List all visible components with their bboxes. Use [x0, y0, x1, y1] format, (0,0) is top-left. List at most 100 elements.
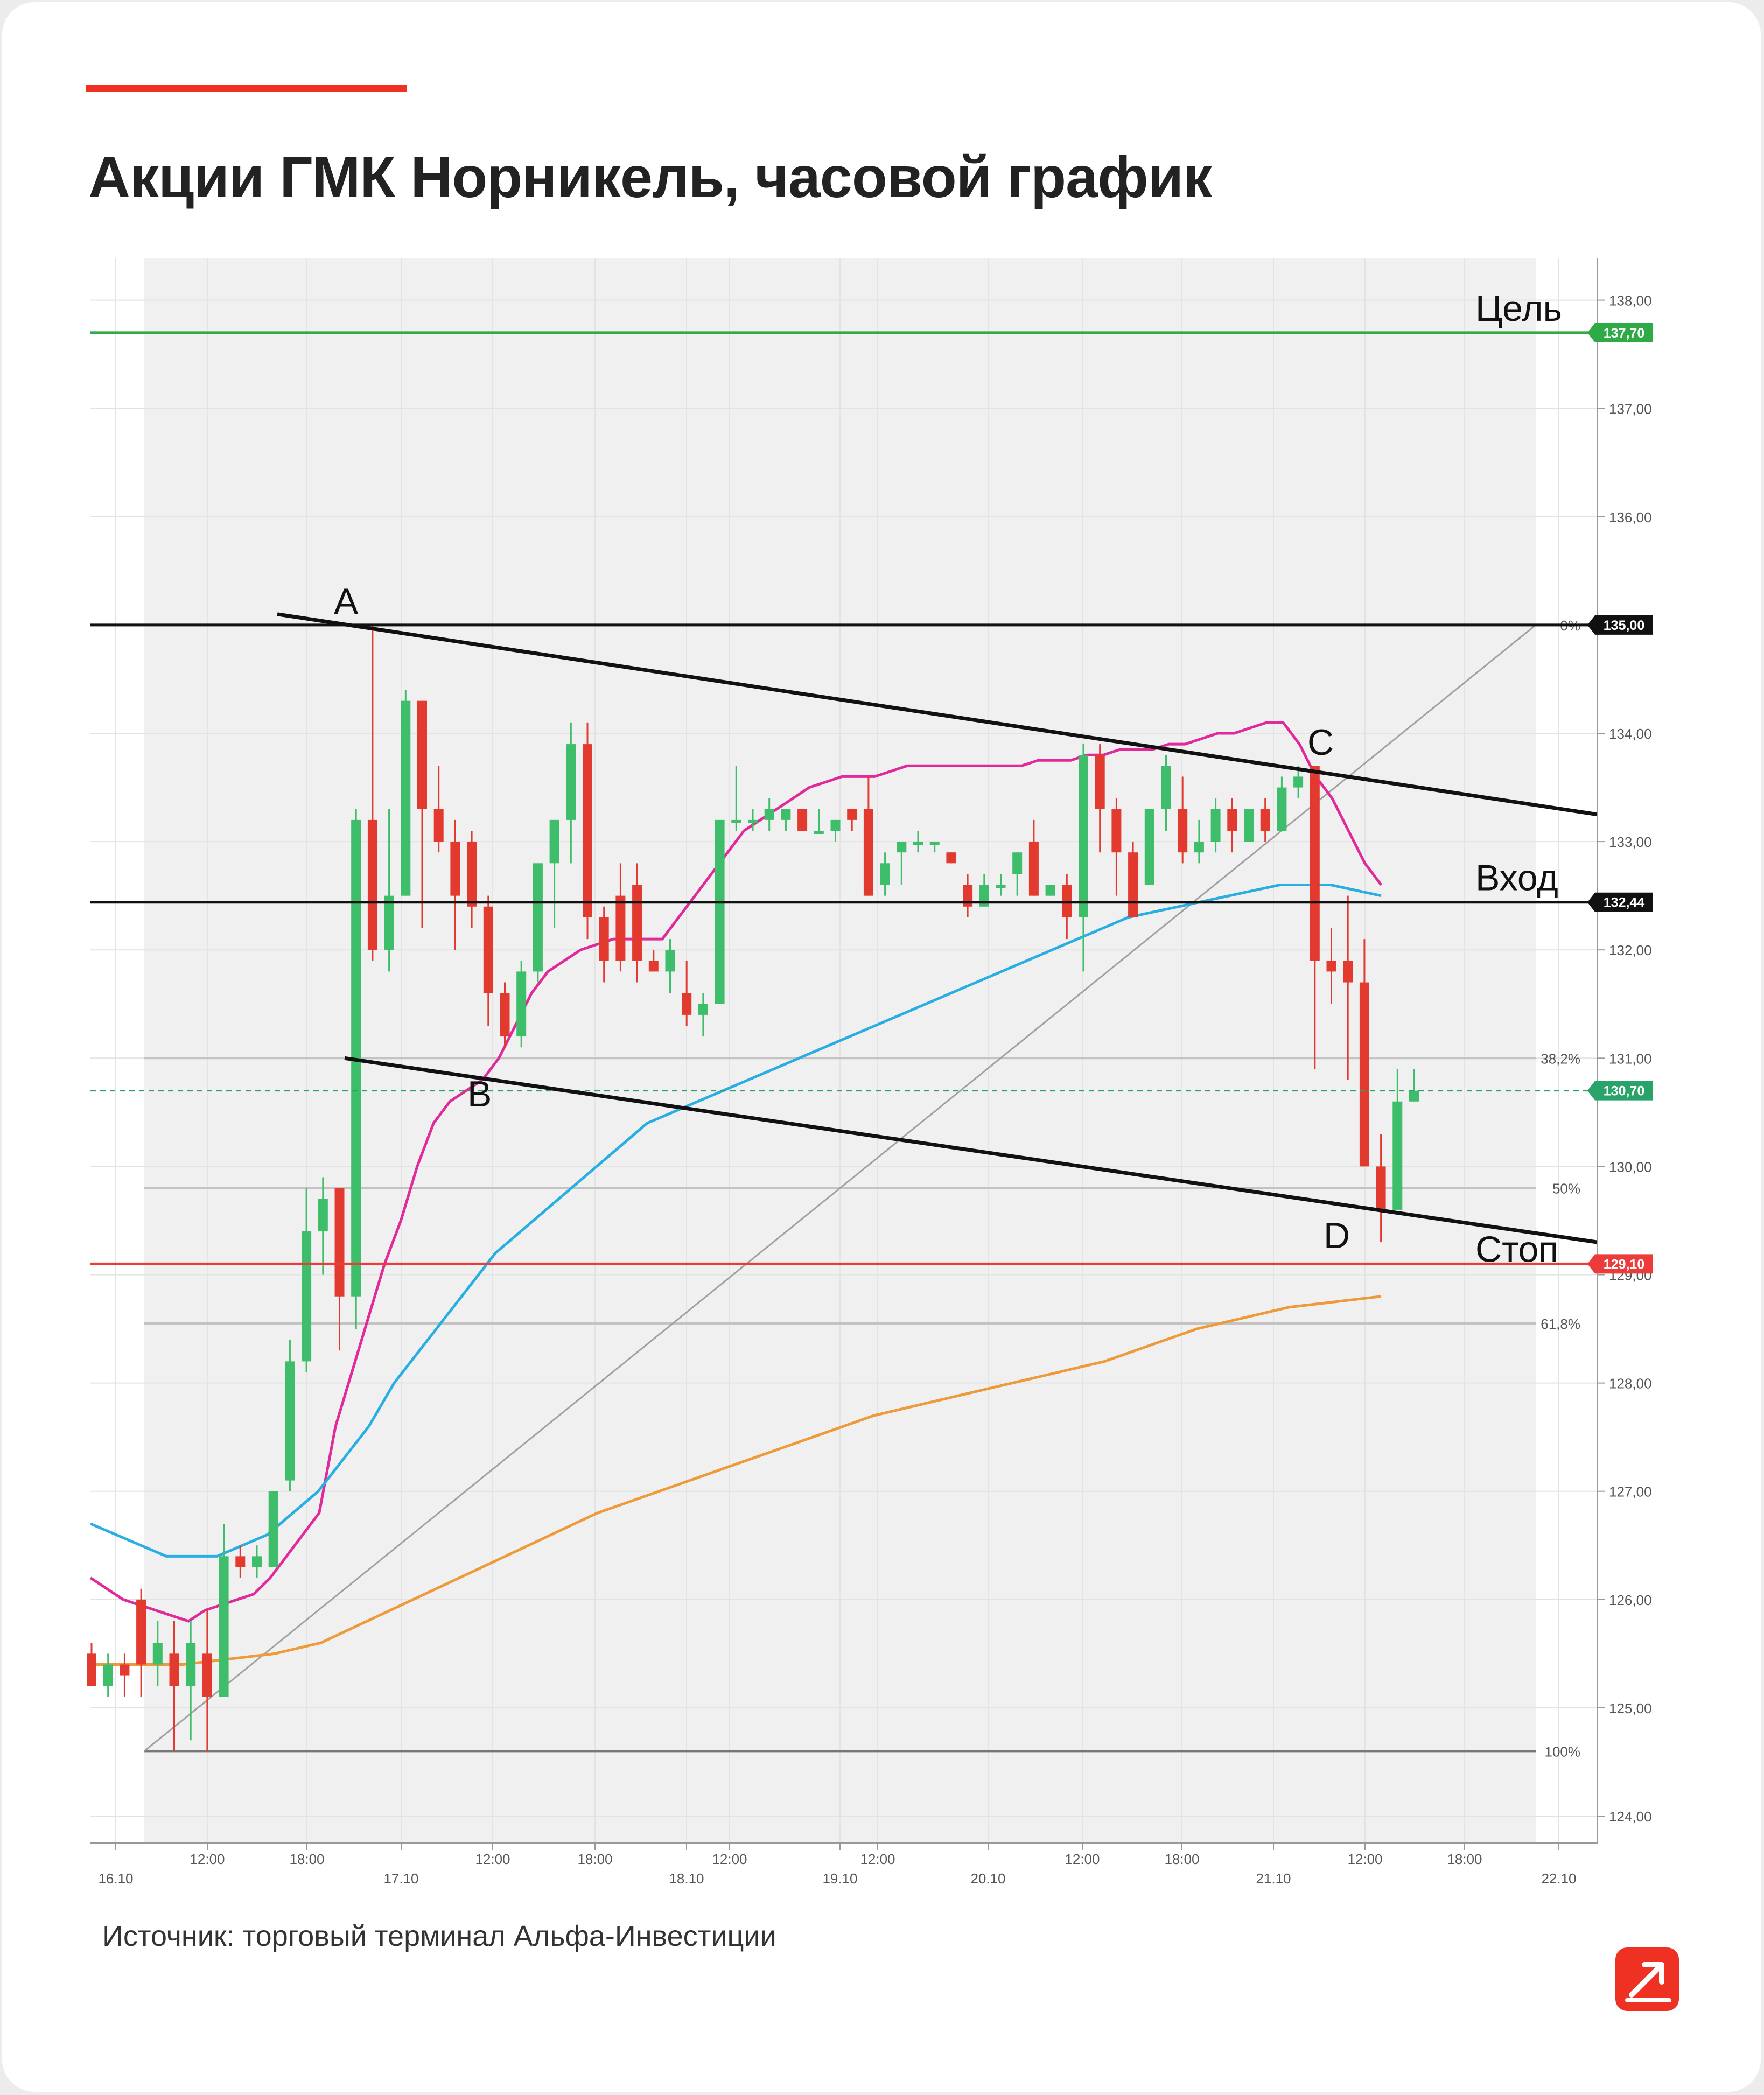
- x-tick-label: 18:00: [1447, 1851, 1482, 1867]
- candle-body: [1111, 809, 1122, 853]
- candle-body: [929, 842, 940, 845]
- fib-diagonal: [144, 624, 1536, 1752]
- candle-body: [682, 993, 692, 1015]
- fib-label: 100%: [1545, 1743, 1581, 1760]
- x-tick-label: 12:00: [860, 1851, 895, 1867]
- candle-body: [1260, 809, 1270, 831]
- candle-body: [318, 1199, 328, 1232]
- candles: [87, 625, 1419, 1751]
- candle-body: [583, 744, 592, 917]
- candle-body: [1079, 755, 1088, 917]
- candle-body: [566, 744, 576, 820]
- price-badge-label: 132,44: [1604, 895, 1645, 910]
- candle-body: [996, 885, 1006, 888]
- candle-body: [136, 1599, 146, 1665]
- price-badge-label: 137,70: [1604, 326, 1644, 341]
- candle-body: [648, 961, 659, 972]
- candle-body: [252, 1556, 262, 1567]
- candle-body: [401, 700, 411, 896]
- candle-body: [897, 842, 907, 853]
- y-tick-label: 128,00: [1609, 1376, 1652, 1392]
- candle-body: [1161, 766, 1171, 809]
- candle-body: [880, 863, 890, 885]
- y-tick-label: 134,00: [1609, 726, 1652, 742]
- candle-body: [1095, 755, 1105, 809]
- candle-body: [450, 842, 460, 896]
- candle-body: [417, 700, 427, 809]
- x-tick-label: 21.10: [1256, 1870, 1291, 1887]
- x-tick-label: 22.10: [1541, 1870, 1576, 1887]
- candle-body: [830, 819, 841, 831]
- candle-body: [285, 1361, 295, 1481]
- candle-body: [1409, 1090, 1419, 1102]
- price-badge-label: 135,00: [1604, 618, 1644, 633]
- candle-body: [302, 1231, 312, 1362]
- brand-logo: [1615, 1947, 1679, 2011]
- candle-body: [1128, 852, 1138, 917]
- y-tick-label: 138,00: [1609, 293, 1652, 309]
- price-badges: 137,70 135,00 132,44 130,70 129,10: [1587, 323, 1653, 1274]
- point-label-c: C: [1307, 722, 1334, 763]
- y-tick-label: 136,00: [1609, 509, 1652, 525]
- y-tick-label: 126,00: [1609, 1592, 1652, 1608]
- candle-body: [1210, 809, 1221, 842]
- level-label: Вход: [1475, 858, 1558, 899]
- arrow-icon: [1625, 1962, 1671, 2002]
- fib-label: 61,8%: [1541, 1316, 1580, 1332]
- candle-body: [384, 895, 394, 950]
- point-label-b: B: [467, 1074, 492, 1115]
- price-badge: [1587, 323, 1653, 342]
- candle-body: [1045, 885, 1055, 896]
- candle-body: [599, 917, 609, 961]
- fib-label: 38,2%: [1541, 1050, 1580, 1067]
- candle-body: [120, 1664, 130, 1676]
- candle-body: [186, 1643, 196, 1686]
- candle-body: [847, 809, 857, 820]
- level-label: Цель: [1475, 288, 1562, 329]
- candle-body: [549, 819, 559, 864]
- candle-body: [1227, 809, 1237, 831]
- x-tick-label: 12:00: [1347, 1851, 1382, 1867]
- price-badge: [1587, 1081, 1653, 1101]
- accent-bar: [86, 85, 407, 92]
- candle-body: [913, 842, 923, 845]
- candle-body: [87, 1653, 96, 1686]
- x-tick-label: 18:00: [1164, 1851, 1199, 1867]
- candle-body: [1277, 787, 1287, 831]
- page-title: Акции ГМК Норникель, часовой график: [88, 144, 1212, 209]
- candle-body: [268, 1491, 278, 1567]
- candle-body: [814, 830, 824, 834]
- candle-body: [1012, 852, 1023, 874]
- candle-body: [1244, 809, 1254, 842]
- ema-line-ema_slow: [90, 1295, 1382, 1666]
- candle-body: [1376, 1166, 1386, 1210]
- candle-body: [500, 993, 510, 1037]
- candle-body: [665, 950, 675, 972]
- x-tick-label: 12:00: [1065, 1851, 1100, 1867]
- point-label-d: D: [1324, 1215, 1350, 1256]
- y-tick-label: 131,00: [1609, 1050, 1652, 1067]
- candle-body: [235, 1556, 246, 1567]
- candle-body: [698, 1004, 708, 1015]
- candle-body: [1310, 766, 1320, 961]
- y-tick-label: 125,00: [1609, 1700, 1652, 1716]
- candle-body: [946, 852, 956, 864]
- candle-body: [152, 1643, 163, 1665]
- source-note: Источник: торговый терминал Альфа-Инвест…: [102, 1920, 776, 1952]
- candle-body: [748, 819, 758, 823]
- x-tick-label: 19.10: [822, 1870, 857, 1887]
- candle-body: [731, 819, 741, 823]
- level-label: Стоп: [1475, 1229, 1558, 1270]
- candle-body: [1028, 842, 1039, 896]
- candle-body: [1178, 809, 1188, 853]
- candle-body: [433, 809, 444, 842]
- y-tick-label: 130,00: [1609, 1159, 1652, 1175]
- ema-line-ema_fast: [89, 721, 1382, 1623]
- x-tick-label: 12:00: [712, 1851, 747, 1867]
- candle-body: [1359, 982, 1369, 1167]
- x-tick-label: 12:00: [190, 1851, 225, 1867]
- candle-body: [615, 895, 626, 961]
- y-tick-label: 133,00: [1609, 834, 1652, 850]
- fib-label: 50%: [1552, 1181, 1580, 1197]
- ema-line-ema_mid: [90, 884, 1382, 1558]
